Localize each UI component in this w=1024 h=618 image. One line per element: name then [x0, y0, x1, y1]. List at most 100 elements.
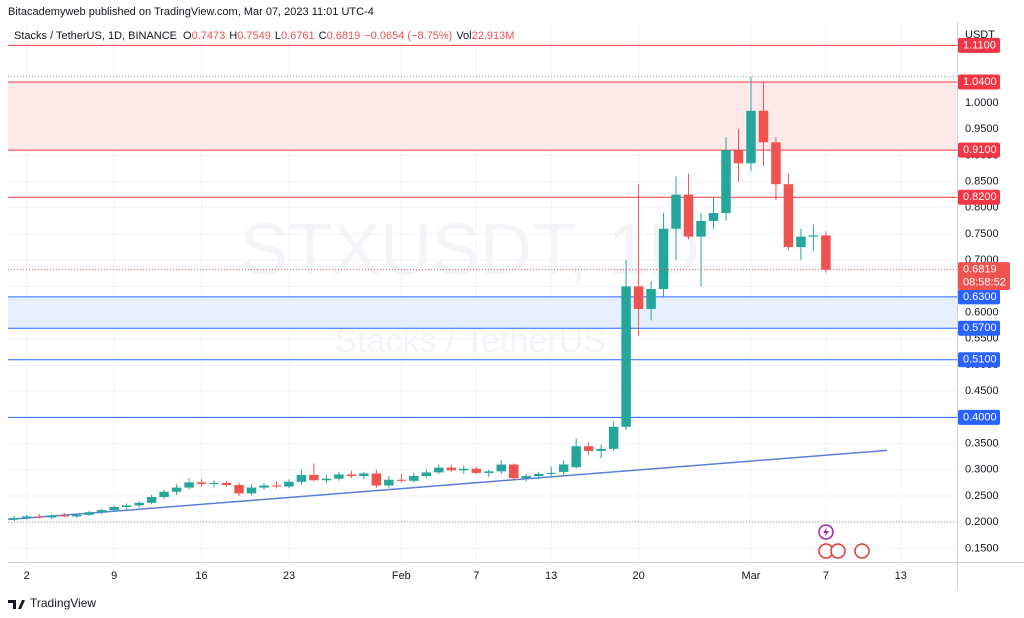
legend-value: 0.7549 — [237, 30, 271, 42]
candle-body — [396, 479, 407, 481]
level-tag-label: 0.5100 — [963, 354, 997, 366]
y-tick-label: 0.2000 — [965, 516, 999, 528]
watermark: STXUSDT, 1D — [240, 210, 700, 290]
level-tag — [958, 189, 1000, 205]
x-tick-label: 16 — [195, 570, 207, 582]
zone — [8, 82, 957, 151]
candle-body — [733, 150, 744, 164]
candle-body — [821, 235, 831, 270]
candle-body — [696, 220, 706, 237]
candle-body — [483, 471, 494, 473]
candle-body — [583, 446, 594, 451]
legend-value: 0.6819 — [327, 30, 361, 42]
y-tick-label: 0.9500 — [965, 123, 999, 135]
x-tick-label: 2 — [24, 570, 30, 582]
x-tick-label: 9 — [111, 570, 117, 582]
candle-body — [808, 235, 819, 237]
candle-body — [184, 482, 194, 488]
candle-body — [571, 446, 581, 468]
level-tag-label: 0.6300 — [963, 291, 997, 303]
logo-mark — [8, 600, 25, 609]
candle-body — [271, 485, 282, 487]
level-tag — [958, 409, 1000, 425]
level-tag-label: 0.8200 — [963, 191, 997, 203]
candle-body — [334, 474, 344, 479]
candle-body — [321, 478, 332, 481]
y-tick-label: 0.2500 — [965, 490, 999, 502]
candle-body — [59, 515, 69, 517]
candle-body — [71, 514, 82, 517]
candle-body — [771, 142, 781, 185]
candle-body — [533, 473, 544, 477]
candle-body — [134, 502, 144, 506]
x-tick-label: 13 — [545, 570, 557, 582]
y-tick-label: 0.7500 — [965, 228, 999, 240]
legend-value: 0.6761 — [281, 30, 315, 42]
candle-body — [683, 194, 694, 237]
x-tick-label: 7 — [473, 570, 479, 582]
candle-body — [646, 289, 656, 309]
candle-body — [796, 236, 806, 248]
candle-body — [521, 476, 531, 479]
candle-body — [284, 481, 294, 487]
candle-body — [9, 517, 19, 520]
legend-label: C — [319, 30, 327, 42]
x-tick-label: 13 — [895, 570, 907, 582]
candle-body — [508, 464, 519, 479]
candle-body — [446, 467, 457, 471]
candle-body — [783, 184, 794, 248]
candle-body — [246, 487, 257, 494]
legend-label: L — [275, 30, 281, 42]
candle-body — [109, 506, 119, 511]
legend-value: 0.7473 — [192, 30, 226, 42]
event-icon — [854, 543, 870, 559]
candle-body — [546, 472, 556, 474]
watermark-name: Stacks / TetherUS — [334, 322, 606, 360]
candle-body — [121, 505, 132, 507]
candle-body — [146, 497, 157, 503]
x-tick-label: 20 — [632, 570, 644, 582]
candle-body — [259, 485, 269, 488]
y-tick-label: 0.3000 — [965, 464, 999, 476]
candle-body — [309, 475, 319, 481]
level-tag — [958, 74, 1000, 90]
level-tag — [958, 37, 1000, 53]
plot: STXUSDT, 1D Stacks / TetherUS — [7, 22, 957, 562]
level-tag-label: 1.1100 — [963, 39, 996, 51]
level-tag-label: 0.9100 — [963, 144, 997, 156]
trendline — [7, 449, 888, 521]
candle-body — [359, 473, 369, 477]
level-tag-label: 0.5700 — [963, 322, 997, 334]
level-tag-label: 0.4000 — [963, 411, 997, 423]
legend-label: H — [229, 30, 237, 42]
publisher: Bitacademyweb published on TradingView.c… — [8, 6, 374, 18]
candle-body — [633, 286, 644, 309]
candle-body — [621, 286, 631, 427]
x-tick-label: 7 — [823, 570, 829, 582]
candle-body — [384, 479, 394, 486]
candle-body — [171, 487, 182, 492]
candle-body — [209, 482, 219, 484]
candle-body — [46, 515, 57, 518]
candle-body — [196, 482, 207, 484]
candle-body — [746, 110, 756, 164]
x-tick-label: Feb — [392, 570, 411, 582]
candle-body — [608, 426, 619, 449]
y-tick-label: 1.0000 — [965, 97, 999, 109]
price-tag-label: 0.6819 — [963, 264, 997, 276]
zone — [8, 296, 957, 329]
level-tag — [958, 289, 1000, 305]
candle-body — [371, 473, 382, 486]
legend-volume-value: 22.913M — [472, 30, 515, 42]
footer-logo: TradingView — [8, 596, 96, 610]
x-tick-label: Mar — [741, 570, 760, 582]
candle-body — [558, 464, 569, 472]
legend: Stacks / TetherUS, 1D, BINANCE O0.7473 H0.… — [14, 30, 514, 42]
level-tag-label: 1.0400 — [963, 76, 997, 88]
footer-brand: TradingView — [30, 596, 96, 610]
event-icons — [818, 524, 870, 559]
candle-body — [671, 194, 681, 229]
y-tick-label: 0.8500 — [965, 175, 999, 187]
